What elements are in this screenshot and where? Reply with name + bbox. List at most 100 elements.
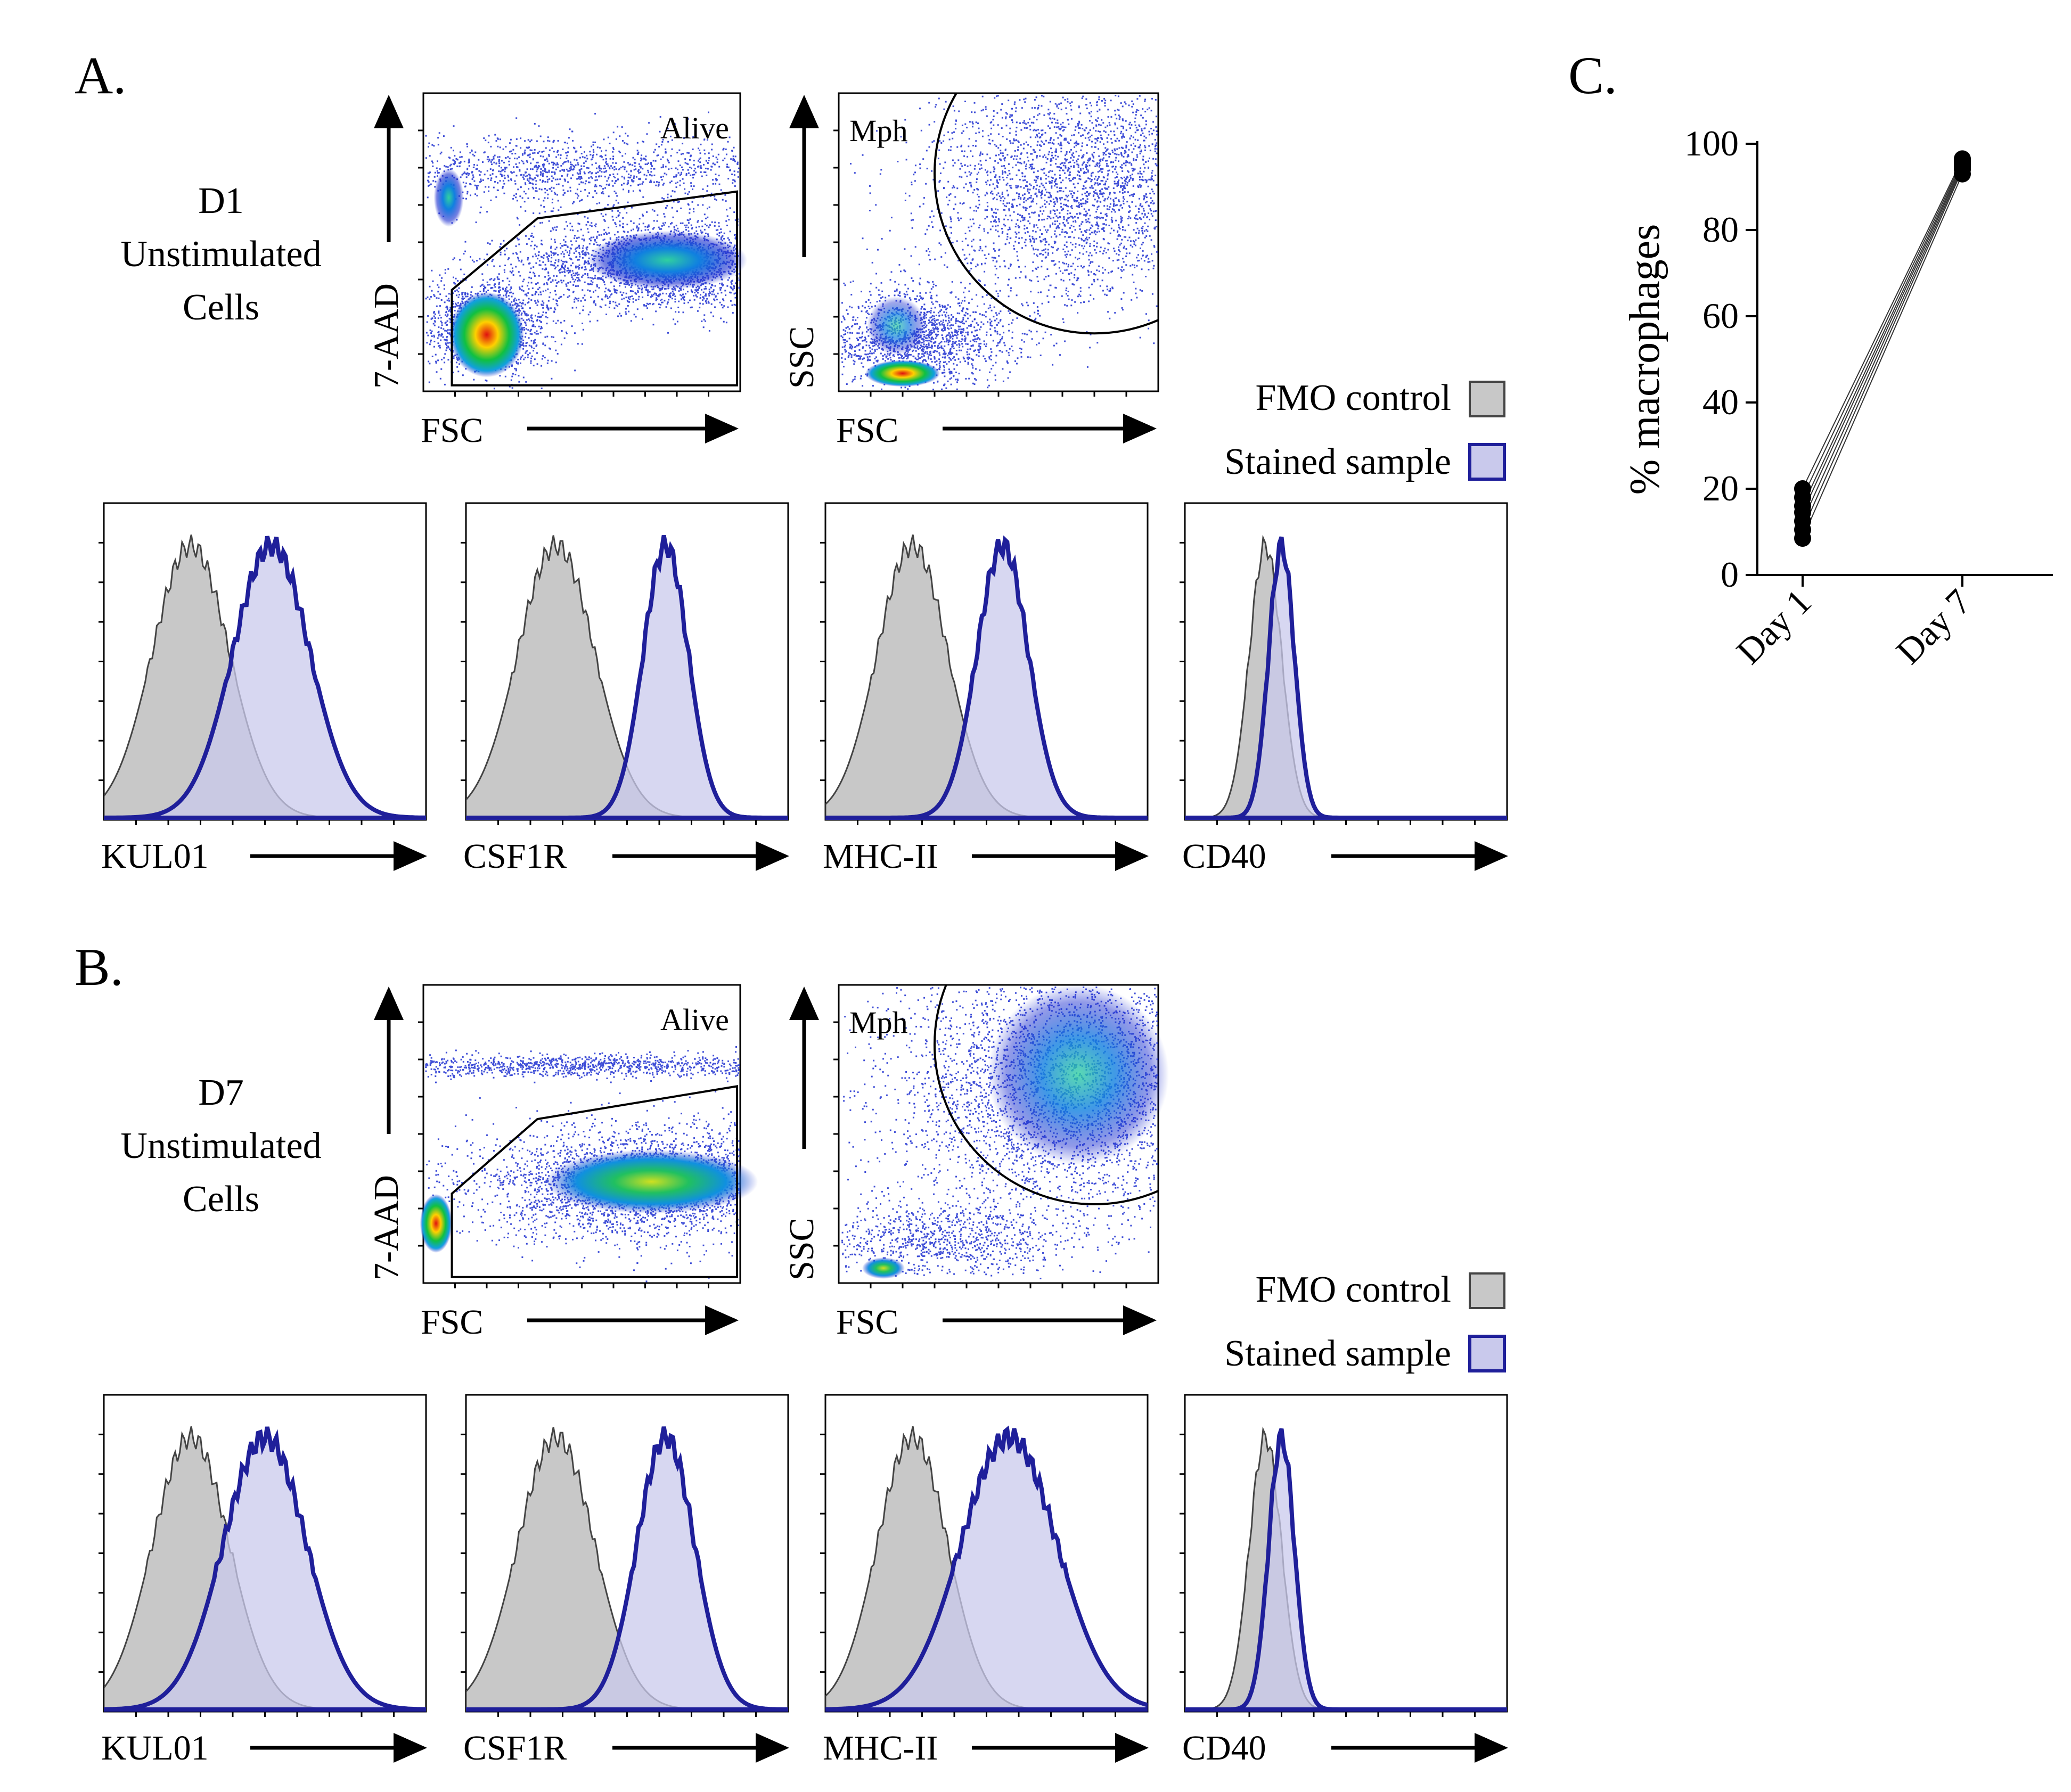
x-axis-label: FSC [836,1303,898,1342]
x-axis-label: FSC [421,1303,483,1342]
y-axis-label: SSC [782,1218,821,1280]
histogram-frame [1184,1394,1508,1713]
histogram-curves [825,1425,1148,1712]
histogram-mhc-ii-0: MHC-II [820,502,1149,876]
y-axis-ticks [418,1021,423,1247]
histogram-curves [1185,1426,1507,1712]
mph-gate [934,93,1158,335]
stained-sample-curve [1185,536,1507,820]
panel-title-line: Cells [183,1179,259,1220]
y-axis-label: SSC [782,326,821,389]
legend-stained-label: Stained sample [1224,441,1451,482]
viability-plot-0: Alive 7-AAD FSC [367,92,748,450]
histogram-marker-label: MHC-II [823,1729,938,1768]
live-density [545,1149,758,1214]
data-point [1954,150,1971,168]
histogram-marker-label: CSF1R [463,1729,567,1768]
legend-fmo-label: FMO control [1256,377,1452,418]
series-line [1802,169,1963,530]
panel-label: B. [75,938,124,997]
mph-gate-label: Mph [849,113,908,148]
legend-stained-label: Stained sample [1224,1333,1451,1374]
live-density [587,231,748,290]
legend-stained-swatch [1468,443,1506,481]
y-axis-ticks [833,1021,839,1247]
panel-label: A. [75,46,126,105]
alive-gate [451,190,739,387]
legend-stained-swatch [1468,1335,1506,1372]
series-line [1802,163,1963,506]
small-cell-density [862,1257,905,1279]
y-axis-ticks [461,1433,466,1673]
y-tick-label: 80 [1702,209,1739,250]
histogram-marker-label: KUL01 [101,837,209,876]
mph-gate-label: Mph [849,1005,908,1040]
x-axis-ticks [870,1283,1127,1288]
y-axis-ticks [418,129,423,355]
small-cell-density [865,360,940,387]
panel-title-line: D1 [198,180,244,221]
stained-sample-curve [825,1425,1148,1712]
stained-sample-curve [466,1426,788,1712]
alive-gate [451,1085,739,1278]
histogram-curves [466,1426,788,1712]
legend-fmo-label: FMO control [1256,1269,1452,1310]
x-axis-ticks [857,1712,1116,1717]
panel-c-label: C. [1568,46,1617,105]
histogram-cd40-0: CD40 [1180,502,1508,876]
panel-title-line: Cells [183,287,259,328]
y-axis-ticks [461,541,466,782]
panel-title-line: Unstimulated [120,1125,321,1166]
x-axis-ticks [497,820,757,825]
stained-sample-curve [104,536,426,820]
histogram-mhc-ii-1: MHC-II [820,1394,1149,1768]
viability-plot-1: Alive 7-AAD FSC [367,984,758,1342]
y-axis-label: % macrophages [1622,224,1668,495]
x-tick-label: Day 1 [1729,581,1819,672]
y-tick-label: 40 [1702,382,1739,422]
series-line [1802,167,1963,522]
panel-c-chart: C. 0 20 40 60 80 100 Day 1 Day 7 % macrophages [1568,46,2053,672]
y-axis-label: 7-AAD [367,283,406,389]
data-point [1794,480,1811,497]
small-cell-dots [840,242,1065,391]
alive-gate-label: Alive [660,1002,729,1037]
histogram-curves [1185,535,1507,820]
mph-plot-1: Mph SSC FSC [782,984,1169,1342]
panel-header-1: B. D7 Unstimulated Cells [75,938,322,1220]
x-axis-ticks [454,391,709,397]
alive-gate-label: Alive [660,111,729,145]
histogram-csf1r-1: CSF1R [461,1394,789,1768]
legend-fmo-swatch [1469,1272,1505,1309]
legend-fmo-swatch [1469,381,1505,417]
y-axis-ticks [99,541,104,782]
small-cell-dots [841,1181,1124,1279]
x-axis-ticks [1216,1712,1476,1717]
y-axis-ticks [1180,541,1185,782]
histogram-curves [466,535,788,820]
stained-sample-curve [825,535,1148,820]
histogram-marker-label: CD40 [1182,1729,1266,1768]
histogram-marker-label: MHC-II [823,837,938,876]
x-axis-ticks [870,391,1127,397]
y-tick-label: 100 [1684,123,1739,163]
y-tick-label: 0 [1721,554,1739,595]
x-axis-ticks [454,1283,709,1288]
series-line [1802,165,1963,513]
stained-sample-curve [466,535,788,820]
debris-density [420,1194,452,1253]
panel-title-line: D7 [198,1072,244,1113]
histogram-kul01-1: KUL01 [99,1394,427,1768]
histogram-marker-label: CD40 [1182,837,1266,876]
debris-density [449,292,524,377]
y-axis-label: 7-AAD [367,1175,406,1280]
y-tick-label: 60 [1702,295,1739,336]
x-axis-ticks [135,1712,395,1717]
mph-gate [934,985,1158,1205]
macrophage-density [988,984,1169,1165]
histogram-curves [104,534,426,820]
histogram-curves [104,1426,426,1712]
histogram-frame [1184,502,1508,821]
dead-density [433,168,464,227]
histogram-marker-label: CSF1R [463,837,567,876]
